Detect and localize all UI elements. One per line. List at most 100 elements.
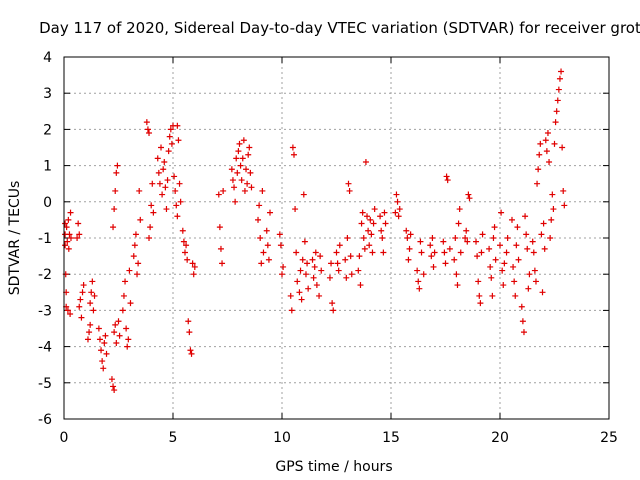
data-point	[368, 231, 375, 238]
data-point	[348, 271, 355, 278]
data-point	[67, 209, 74, 216]
data-point	[64, 307, 71, 314]
data-point	[287, 292, 294, 299]
data-point	[102, 332, 109, 339]
data-point	[342, 256, 349, 263]
data-point	[558, 68, 565, 75]
data-point	[108, 376, 115, 383]
data-point	[159, 191, 166, 198]
data-point	[345, 180, 352, 187]
x-tick-label: 15	[382, 430, 400, 446]
data-point	[183, 242, 190, 249]
data-point	[420, 271, 427, 278]
data-point	[451, 256, 458, 263]
data-point	[540, 220, 547, 227]
data-point	[122, 278, 129, 285]
data-point	[99, 358, 106, 365]
data-point	[289, 144, 296, 151]
data-point	[380, 249, 387, 256]
data-point	[216, 224, 223, 231]
data-point	[431, 249, 438, 256]
data-point	[241, 187, 248, 194]
data-point	[524, 245, 531, 252]
data-point	[143, 119, 150, 126]
data-point	[446, 245, 453, 252]
data-point	[537, 140, 544, 147]
data-point	[329, 300, 336, 307]
data-point	[188, 350, 195, 357]
data-point	[356, 253, 363, 260]
data-point	[310, 274, 317, 281]
data-point	[346, 187, 353, 194]
data-point	[415, 278, 422, 285]
data-points	[62, 68, 568, 394]
data-point	[406, 245, 413, 252]
data-point	[366, 242, 373, 249]
data-point	[130, 253, 137, 260]
data-point	[237, 162, 244, 169]
data-point	[550, 206, 557, 213]
plot-frame	[63, 56, 610, 420]
data-point	[559, 144, 566, 151]
data-point	[103, 350, 110, 357]
data-point	[520, 329, 527, 336]
data-point	[112, 187, 119, 194]
data-point	[98, 347, 105, 354]
data-point	[555, 86, 562, 93]
data-point	[62, 220, 69, 227]
data-point	[296, 289, 303, 296]
data-point	[119, 307, 126, 314]
data-point	[344, 235, 351, 241]
data-point	[466, 195, 473, 202]
data-point	[244, 180, 251, 187]
data-point	[111, 329, 118, 336]
data-point	[111, 387, 118, 394]
data-point	[510, 263, 517, 270]
data-point	[238, 177, 245, 184]
data-point	[364, 213, 371, 220]
data-point	[86, 329, 93, 336]
data-point	[428, 253, 435, 260]
data-point	[405, 256, 412, 263]
y-axis-label: SDTVAR / TECUs	[7, 181, 23, 296]
data-point	[79, 289, 86, 296]
data-point	[403, 227, 410, 234]
data-point	[264, 242, 271, 249]
data-point	[396, 206, 403, 213]
data-point	[301, 238, 308, 245]
x-tick-label: 5	[169, 430, 178, 446]
chart-title: Day 117 of 2020, Sidereal Day-to-day VTE…	[39, 19, 640, 37]
data-point	[430, 263, 437, 270]
data-point	[538, 231, 545, 238]
data-point	[246, 144, 253, 151]
data-point	[150, 209, 157, 216]
data-point	[530, 249, 537, 256]
data-point	[360, 235, 367, 241]
data-point	[463, 227, 470, 234]
data-point	[186, 329, 193, 336]
data-point	[497, 242, 503, 249]
data-point	[243, 166, 250, 173]
data-point	[292, 206, 299, 213]
data-point	[127, 300, 134, 307]
data-point	[258, 260, 265, 267]
data-point	[219, 260, 226, 267]
data-point	[518, 303, 525, 310]
data-point	[529, 238, 536, 245]
data-point	[317, 253, 324, 260]
data-point	[164, 177, 171, 184]
data-point	[347, 253, 354, 260]
x-tick-label: 0	[60, 430, 69, 446]
data-point	[536, 151, 543, 158]
data-point	[217, 245, 224, 252]
data-point	[111, 206, 118, 213]
data-point	[490, 235, 497, 241]
data-point	[462, 235, 469, 241]
data-point	[256, 202, 263, 209]
data-point	[124, 343, 131, 350]
data-point	[66, 231, 73, 238]
data-point	[173, 202, 180, 209]
data-point	[543, 148, 550, 155]
data-point	[131, 242, 138, 249]
data-point	[393, 191, 400, 198]
